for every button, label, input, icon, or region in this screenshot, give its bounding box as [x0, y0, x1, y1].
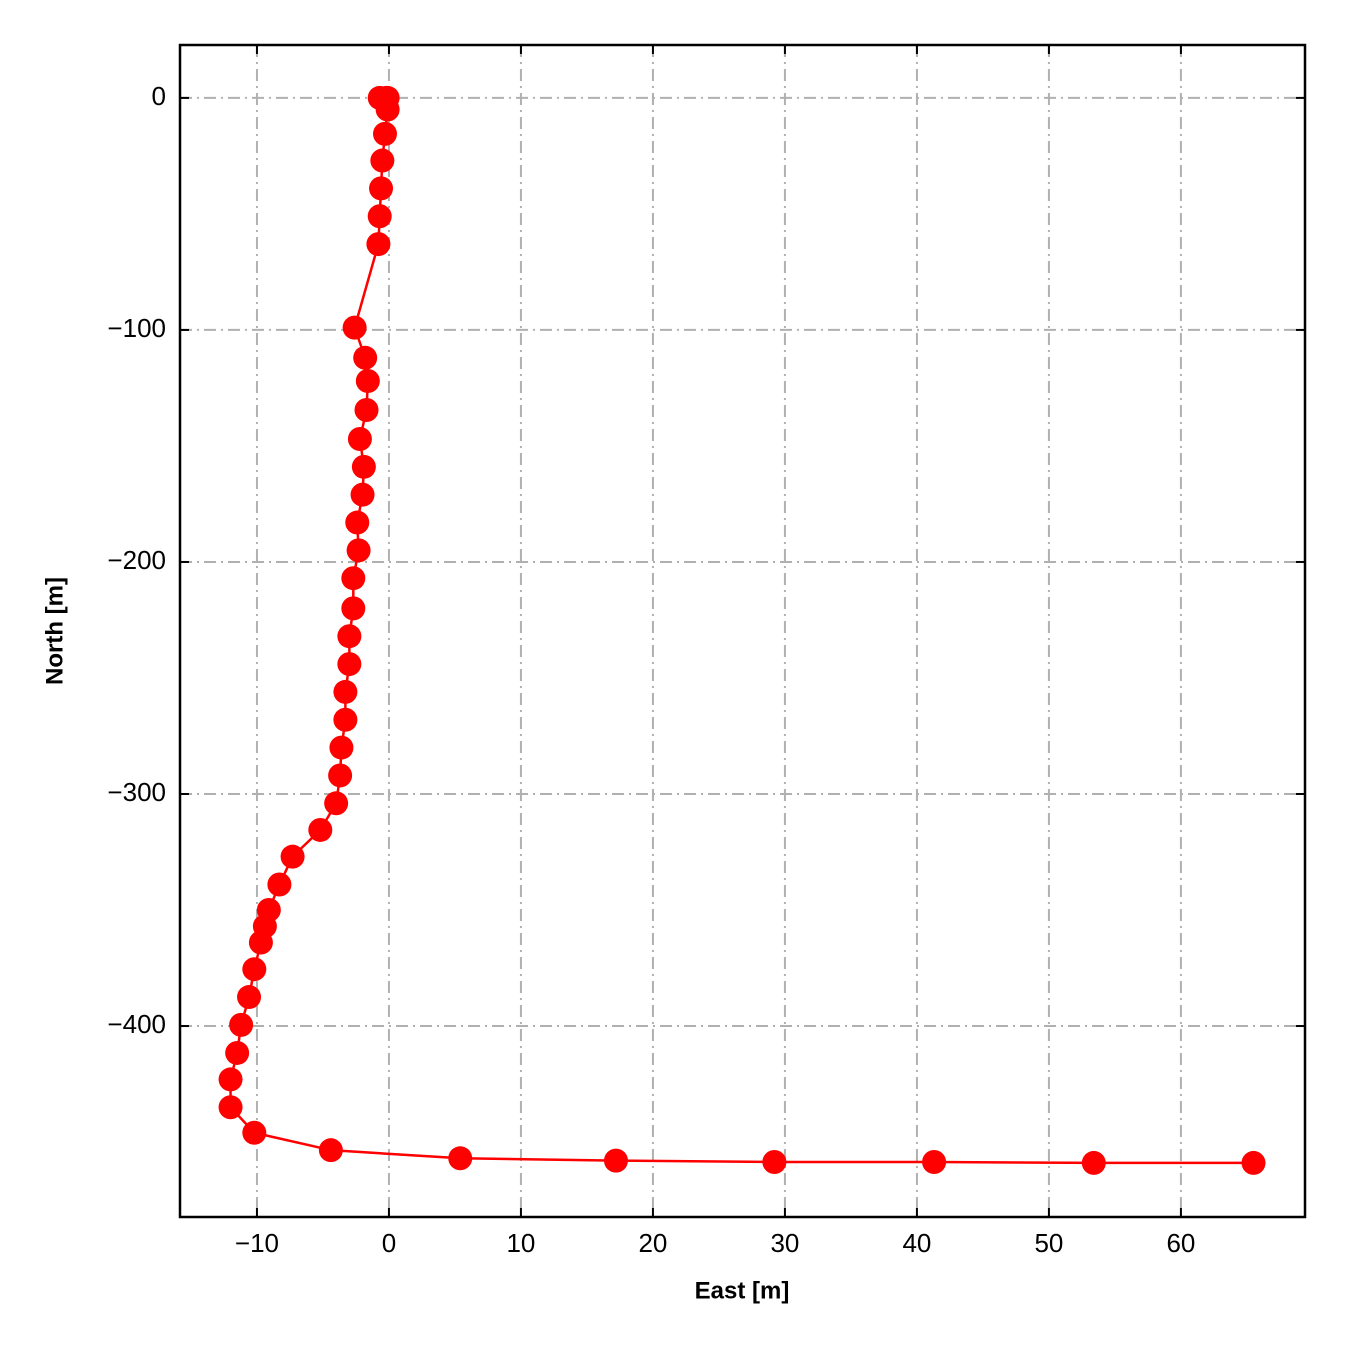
point	[308, 817, 333, 842]
point	[229, 1012, 254, 1037]
x-tick-label: 10	[506, 1228, 535, 1258]
point	[341, 596, 366, 621]
y-tick-label: −300	[107, 777, 166, 807]
point	[337, 652, 362, 677]
point	[280, 844, 305, 869]
point	[355, 368, 380, 393]
point	[354, 397, 379, 422]
point	[337, 624, 362, 649]
x-tick-label: 20	[638, 1228, 667, 1258]
y-tick-label: −400	[107, 1009, 166, 1039]
point	[342, 315, 367, 340]
point	[333, 707, 358, 732]
point	[329, 735, 354, 760]
point	[367, 204, 392, 229]
y-tick-label: −200	[107, 545, 166, 575]
point	[372, 121, 397, 146]
x-tick-label: 50	[1034, 1228, 1063, 1258]
point	[242, 1120, 267, 1145]
point	[370, 148, 395, 173]
point	[369, 176, 394, 201]
x-axis-label: East [m]	[695, 1277, 790, 1304]
point	[333, 679, 358, 704]
point	[351, 454, 376, 479]
point	[218, 1067, 243, 1092]
y-axis-label: North [m]	[41, 577, 68, 685]
point	[345, 510, 370, 535]
y-tick-label: −100	[107, 313, 166, 343]
point	[328, 763, 353, 788]
plot-frame	[178, 43, 1307, 1219]
point	[448, 1146, 473, 1171]
point	[324, 791, 349, 816]
point	[922, 1150, 947, 1175]
point	[1081, 1150, 1106, 1175]
y-tick-label: 0	[152, 81, 166, 111]
point	[347, 426, 372, 451]
point	[603, 1148, 628, 1173]
point	[353, 345, 378, 370]
point	[248, 930, 273, 955]
point	[375, 97, 400, 122]
point	[346, 538, 371, 563]
point	[341, 566, 366, 591]
point	[1241, 1150, 1266, 1175]
x-tick-label: 60	[1166, 1228, 1195, 1258]
point	[242, 957, 267, 982]
point	[366, 232, 391, 257]
point	[218, 1095, 243, 1120]
x-tick-label: 40	[902, 1228, 931, 1258]
point	[318, 1138, 343, 1163]
point	[267, 872, 292, 897]
x-tick-label: −10	[235, 1228, 279, 1258]
point	[225, 1040, 250, 1065]
point	[350, 482, 375, 507]
x-tick-label: 30	[770, 1228, 799, 1258]
x-tick-label: 0	[382, 1228, 396, 1258]
point	[237, 985, 262, 1010]
point	[762, 1150, 787, 1175]
